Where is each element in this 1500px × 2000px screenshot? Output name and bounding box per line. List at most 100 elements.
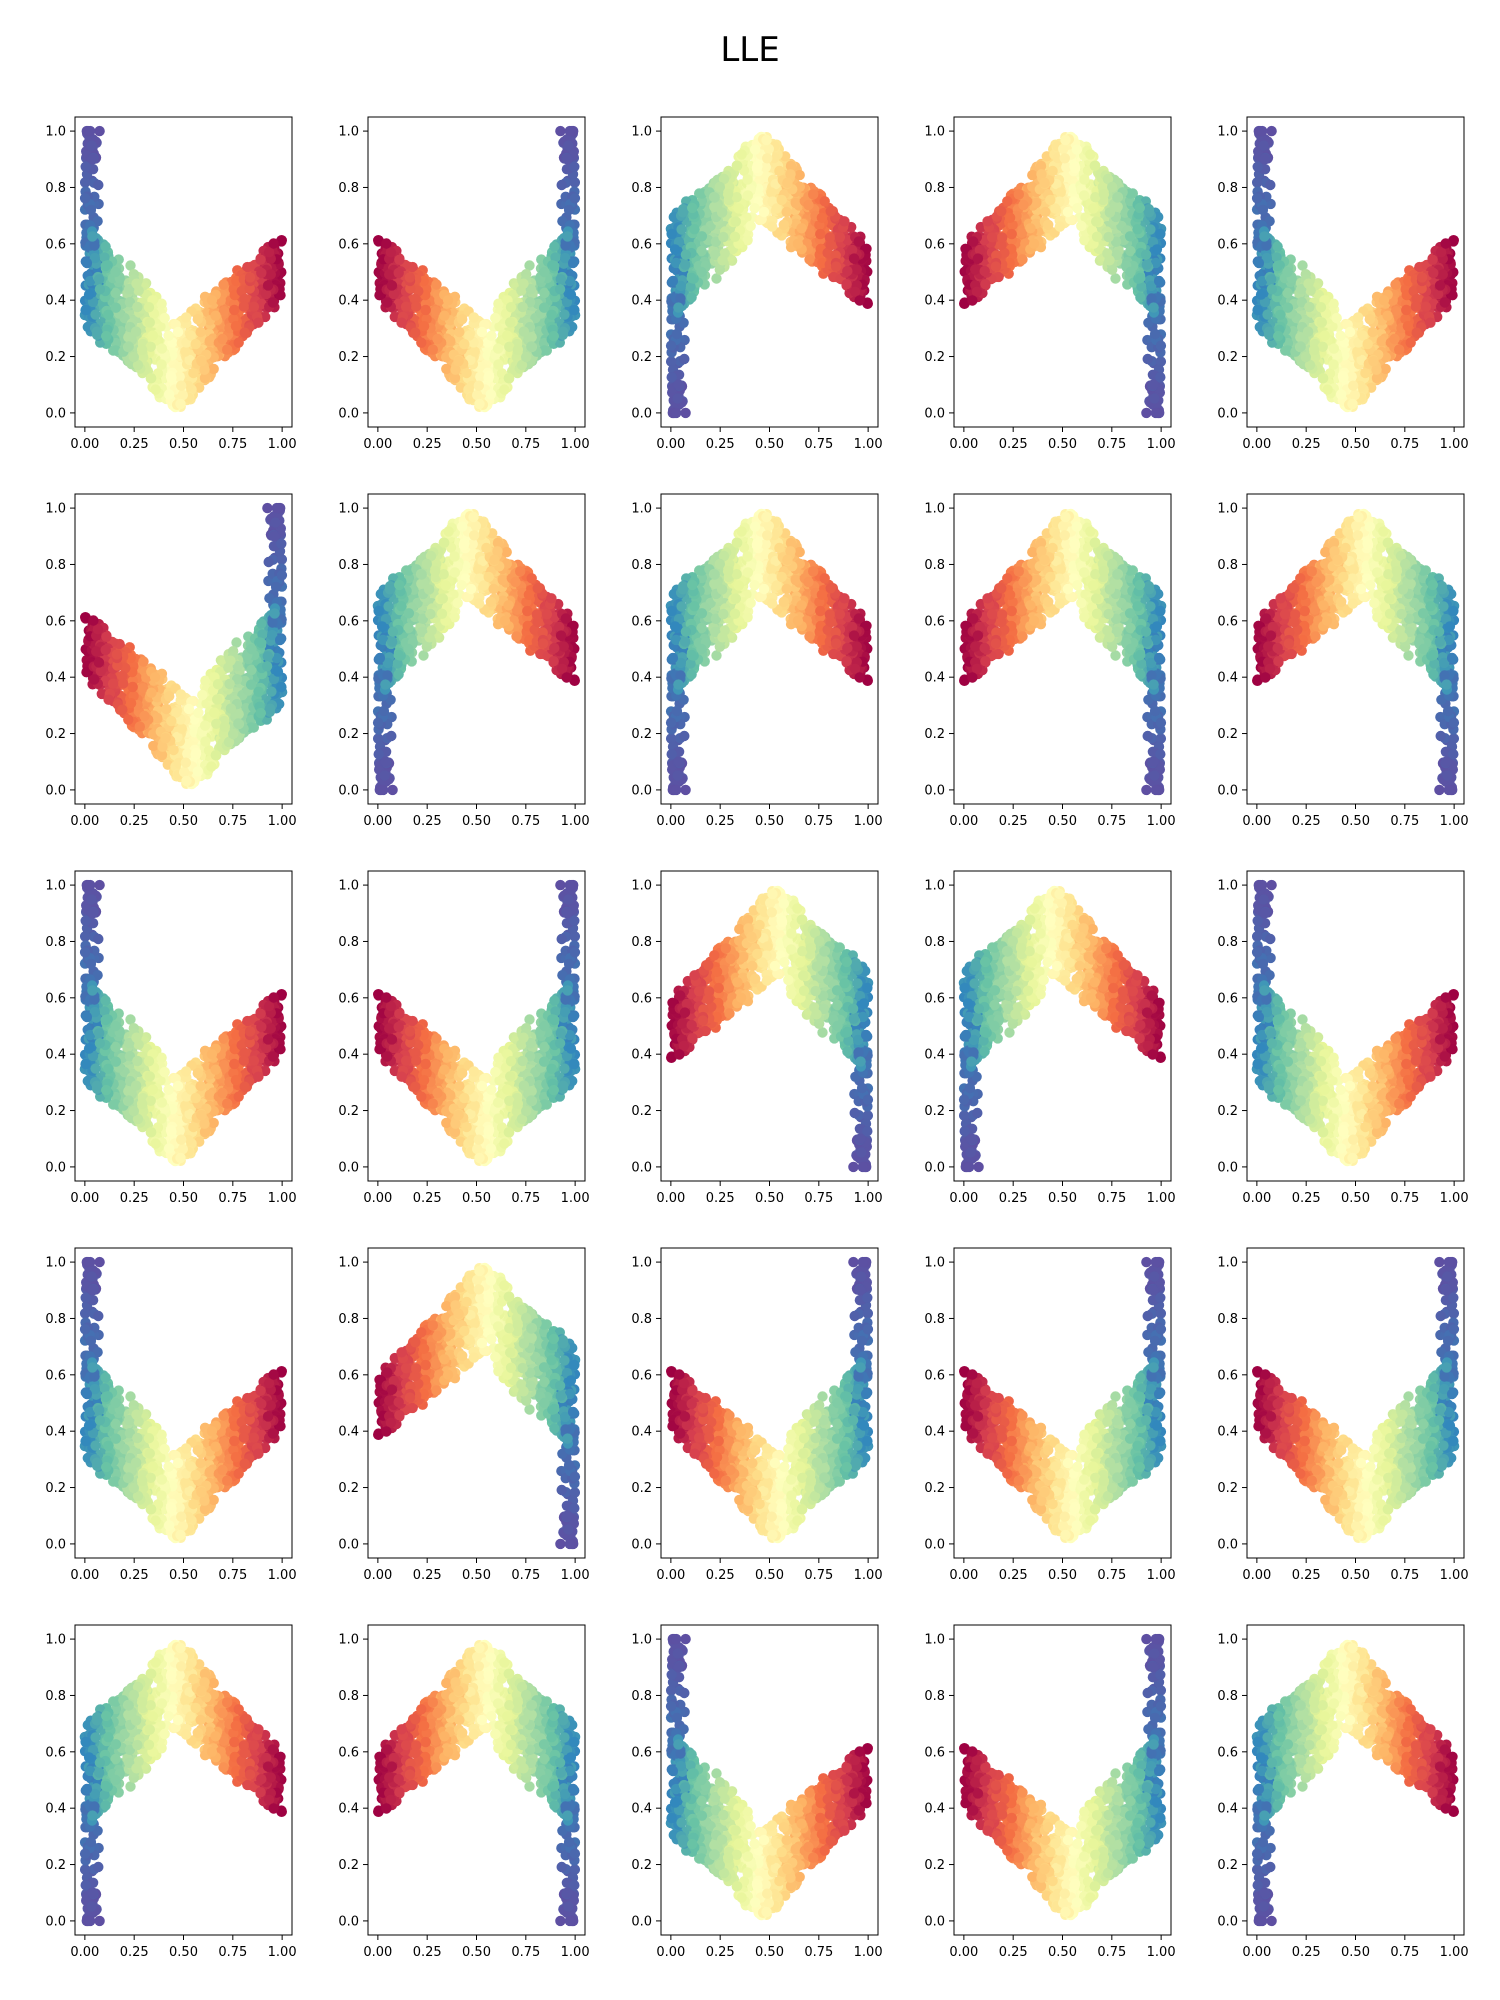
scatter-point bbox=[854, 236, 864, 246]
scatter-point bbox=[521, 352, 531, 362]
scatter-point bbox=[1112, 192, 1122, 202]
scatter-point bbox=[486, 389, 496, 399]
scatter-point bbox=[1088, 203, 1098, 213]
scatter-point bbox=[1070, 163, 1080, 173]
scatter-point bbox=[710, 192, 720, 202]
scatter-point bbox=[676, 224, 686, 234]
y-tick-label: 0.4 bbox=[924, 294, 945, 309]
scatter-point bbox=[1332, 313, 1342, 323]
scatter-point bbox=[410, 328, 420, 338]
scatter-point bbox=[1085, 149, 1095, 159]
scatter-point bbox=[565, 126, 575, 136]
scatter-point bbox=[1060, 135, 1070, 145]
y-tick-label: 0.4 bbox=[45, 294, 66, 309]
scatter-point bbox=[766, 187, 776, 197]
scatter-point bbox=[137, 345, 147, 355]
scatter-point bbox=[1029, 239, 1039, 249]
scatter-point bbox=[815, 229, 825, 239]
scatter-point bbox=[570, 193, 580, 203]
scatter-point bbox=[1099, 189, 1109, 199]
scatter-point bbox=[1079, 174, 1089, 184]
scatter-point bbox=[791, 198, 801, 208]
scatter-point bbox=[558, 327, 568, 337]
scatter-point bbox=[546, 310, 556, 320]
scatter-point bbox=[239, 301, 249, 311]
y-tick-label: 0.0 bbox=[924, 406, 945, 421]
scatter-point bbox=[193, 314, 203, 324]
scatter-point bbox=[1091, 216, 1101, 226]
scatter-point bbox=[1060, 153, 1070, 163]
scatter-point bbox=[506, 302, 516, 312]
scatter-point bbox=[131, 326, 141, 336]
scatter-point bbox=[1146, 293, 1156, 303]
scatter-point bbox=[110, 267, 120, 277]
scatter-point bbox=[245, 272, 255, 282]
scatter-point bbox=[156, 359, 166, 369]
scatter-point bbox=[80, 305, 90, 315]
scatter-point bbox=[1063, 207, 1073, 217]
scatter-point bbox=[513, 345, 523, 355]
scatter-point bbox=[678, 207, 688, 217]
scatter-point bbox=[1394, 344, 1404, 354]
scatter-point bbox=[563, 140, 573, 150]
scatter-point bbox=[1135, 273, 1145, 283]
x-tick-label: 0.50 bbox=[1048, 437, 1077, 452]
scatter-point bbox=[461, 368, 471, 378]
scatter-point bbox=[180, 346, 190, 356]
scatter-point bbox=[847, 245, 857, 255]
scatter-point bbox=[443, 295, 453, 305]
scatter-point bbox=[457, 314, 467, 324]
scatter-point bbox=[1107, 182, 1117, 192]
scatter-point bbox=[493, 343, 503, 353]
scatter-point bbox=[742, 174, 752, 184]
scatter-point bbox=[779, 220, 789, 230]
scatter-point bbox=[176, 381, 186, 391]
scatter-point bbox=[160, 313, 170, 323]
scatter-point bbox=[803, 200, 813, 210]
scatter-point bbox=[209, 364, 219, 374]
y-tick-label: 0.0 bbox=[45, 406, 66, 421]
y-tick-label: 1.0 bbox=[338, 125, 359, 140]
scatter-point bbox=[680, 260, 690, 270]
scatter-point bbox=[562, 154, 572, 164]
scatter-point bbox=[1045, 195, 1055, 205]
scatter-point bbox=[173, 327, 183, 337]
scatter-point bbox=[518, 279, 528, 289]
scatter-point bbox=[560, 240, 570, 250]
scatter-point bbox=[1425, 318, 1435, 328]
scatter-point bbox=[145, 317, 155, 327]
scatter-point bbox=[261, 289, 271, 299]
scatter-point bbox=[736, 149, 746, 159]
scatter-point bbox=[124, 341, 134, 351]
scatter-point bbox=[218, 279, 228, 289]
scatter-point bbox=[469, 312, 479, 322]
y-tick-label: 1.0 bbox=[924, 125, 945, 140]
scatter-point bbox=[207, 295, 217, 305]
scatter-point bbox=[666, 229, 676, 239]
x-tick-label: 1.00 bbox=[561, 437, 590, 452]
scatter-point bbox=[164, 389, 174, 399]
x-tick-label: 0.00 bbox=[949, 437, 978, 452]
scatter-point bbox=[474, 381, 484, 391]
scatter-point bbox=[1047, 166, 1057, 176]
scatter-point bbox=[416, 338, 426, 348]
scatter-point bbox=[764, 144, 774, 154]
scatter-point bbox=[1309, 345, 1319, 355]
scatter-point bbox=[196, 356, 206, 366]
y-tick-label: 1.0 bbox=[631, 125, 652, 140]
scatter-point bbox=[549, 241, 559, 251]
y-tick-label: 0.8 bbox=[45, 181, 66, 196]
scatter-point bbox=[428, 344, 438, 354]
scatter-point bbox=[980, 266, 990, 276]
scatter-point bbox=[1142, 260, 1152, 270]
scatter-point bbox=[205, 336, 215, 346]
scatter-point bbox=[454, 327, 464, 337]
scatter-point bbox=[1005, 213, 1015, 223]
scatter-point bbox=[973, 253, 983, 263]
scatter-point bbox=[1092, 232, 1102, 242]
scatter-point bbox=[987, 232, 997, 242]
scatter-point bbox=[188, 368, 198, 378]
scatter-point bbox=[718, 232, 728, 242]
